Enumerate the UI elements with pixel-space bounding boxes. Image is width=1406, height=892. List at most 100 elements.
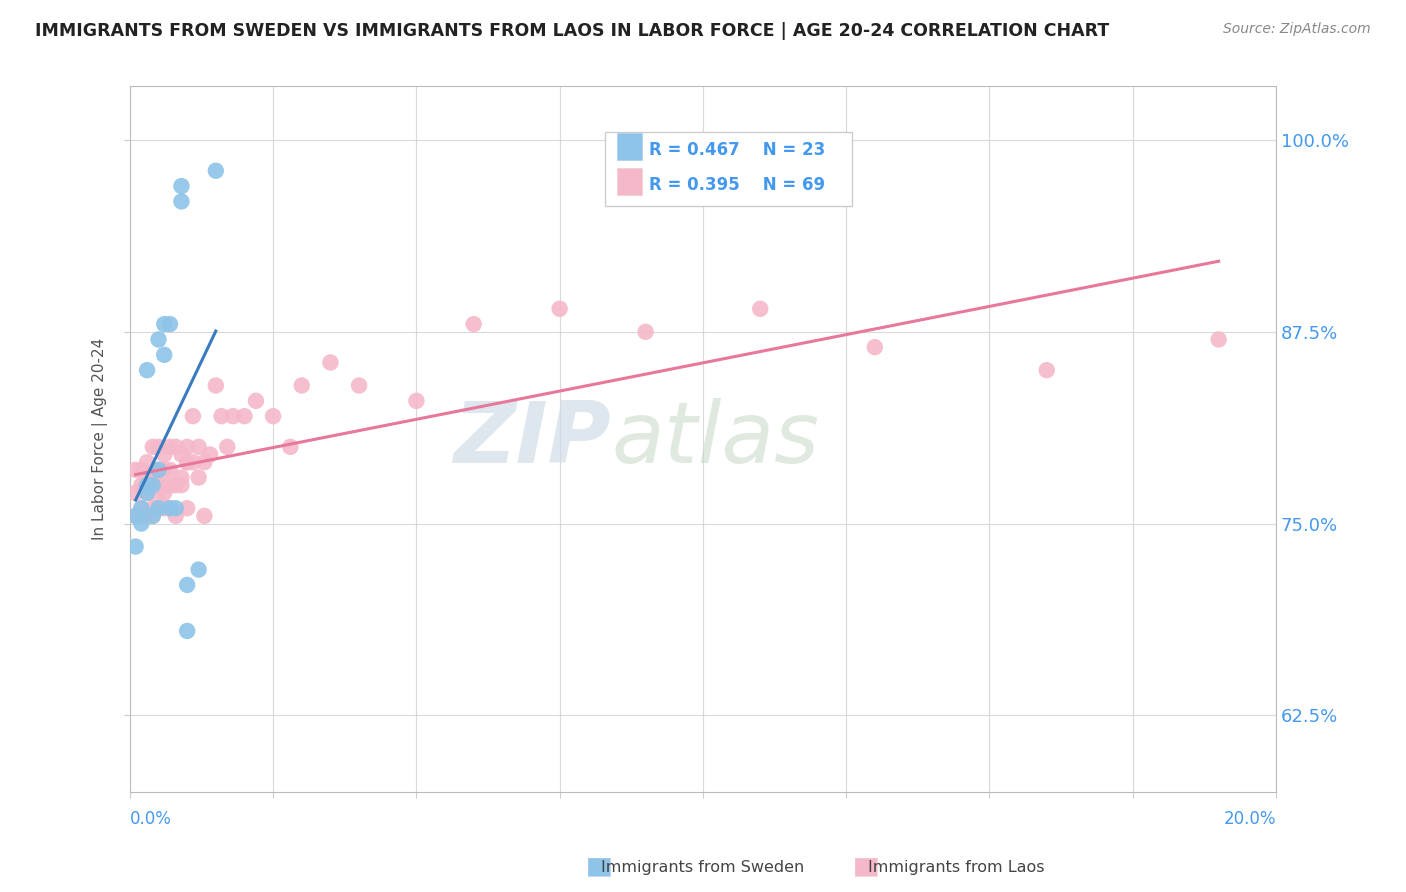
- Point: [159, 478, 181, 492]
- Point: [170, 478, 193, 492]
- Point: [245, 393, 267, 408]
- Point: [142, 508, 165, 523]
- Point: [148, 440, 170, 454]
- Point: [159, 463, 181, 477]
- Text: atlas: atlas: [612, 398, 820, 481]
- Point: [136, 508, 159, 523]
- Point: [148, 493, 170, 508]
- Point: [159, 501, 181, 516]
- Point: [548, 301, 571, 316]
- Point: [463, 317, 485, 331]
- Point: [211, 409, 233, 424]
- Point: [148, 501, 170, 516]
- Point: [136, 470, 159, 484]
- Text: 0.0%: 0.0%: [129, 811, 172, 829]
- Point: [159, 501, 181, 516]
- Point: [124, 508, 146, 523]
- Text: Source: ZipAtlas.com: Source: ZipAtlas.com: [1223, 22, 1371, 37]
- Point: [131, 463, 153, 477]
- Point: [136, 486, 159, 500]
- FancyBboxPatch shape: [606, 132, 852, 206]
- Point: [124, 463, 146, 477]
- Point: [153, 448, 176, 462]
- Point: [291, 378, 314, 392]
- Point: [142, 440, 165, 454]
- Text: Immigrants from Laos: Immigrants from Laos: [868, 860, 1045, 874]
- Point: [176, 440, 198, 454]
- Point: [159, 440, 181, 454]
- Bar: [617, 169, 643, 195]
- Point: [193, 508, 215, 523]
- Point: [142, 478, 165, 492]
- Point: [153, 348, 176, 362]
- Point: [176, 501, 198, 516]
- Point: [148, 501, 170, 516]
- Point: [217, 440, 239, 454]
- Point: [1035, 363, 1057, 377]
- Point: [153, 317, 176, 331]
- Text: Immigrants from Sweden: Immigrants from Sweden: [602, 860, 804, 874]
- Point: [153, 463, 176, 477]
- Point: [165, 508, 187, 523]
- Point: [124, 508, 146, 523]
- Point: [204, 163, 226, 178]
- Point: [405, 393, 427, 408]
- Point: [142, 508, 165, 523]
- Point: [148, 333, 170, 347]
- Point: [131, 501, 153, 516]
- Point: [136, 486, 159, 500]
- Point: [170, 470, 193, 484]
- Point: [148, 478, 170, 492]
- Text: 20.0%: 20.0%: [1223, 811, 1277, 829]
- Point: [142, 470, 165, 484]
- Point: [176, 624, 198, 638]
- Point: [153, 478, 176, 492]
- Point: [176, 578, 198, 592]
- Point: [233, 409, 256, 424]
- Point: [124, 486, 146, 500]
- Point: [1208, 333, 1230, 347]
- Point: [278, 440, 301, 454]
- Point: [222, 409, 245, 424]
- Point: [148, 463, 170, 477]
- Point: [170, 448, 193, 462]
- Point: [136, 455, 159, 469]
- Y-axis label: In Labor Force | Age 20-24: In Labor Force | Age 20-24: [93, 338, 108, 541]
- Point: [148, 478, 170, 492]
- Point: [262, 409, 284, 424]
- Point: [204, 378, 226, 392]
- Text: IMMIGRANTS FROM SWEDEN VS IMMIGRANTS FROM LAOS IN LABOR FORCE | AGE 20-24 CORREL: IMMIGRANTS FROM SWEDEN VS IMMIGRANTS FRO…: [35, 22, 1109, 40]
- Point: [181, 409, 204, 424]
- Point: [136, 363, 159, 377]
- Point: [165, 478, 187, 492]
- Text: ZIP: ZIP: [454, 398, 612, 481]
- Point: [148, 463, 170, 477]
- Point: [153, 501, 176, 516]
- Point: [159, 317, 181, 331]
- Point: [136, 478, 159, 492]
- Point: [187, 440, 209, 454]
- Point: [153, 486, 176, 500]
- Point: [176, 455, 198, 469]
- Text: R = 0.467    N = 23: R = 0.467 N = 23: [650, 141, 825, 159]
- Point: [131, 508, 153, 523]
- Point: [198, 448, 221, 462]
- Point: [176, 455, 198, 469]
- Point: [319, 355, 342, 369]
- Point: [136, 470, 159, 484]
- Point: [347, 378, 370, 392]
- Point: [170, 179, 193, 194]
- Point: [863, 340, 886, 354]
- Point: [187, 470, 209, 484]
- Point: [749, 301, 772, 316]
- Point: [181, 455, 204, 469]
- Point: [193, 455, 215, 469]
- Point: [142, 478, 165, 492]
- Point: [165, 440, 187, 454]
- Bar: [617, 133, 643, 160]
- Point: [170, 194, 193, 209]
- Point: [187, 563, 209, 577]
- Point: [142, 501, 165, 516]
- Point: [148, 463, 170, 477]
- Point: [165, 501, 187, 516]
